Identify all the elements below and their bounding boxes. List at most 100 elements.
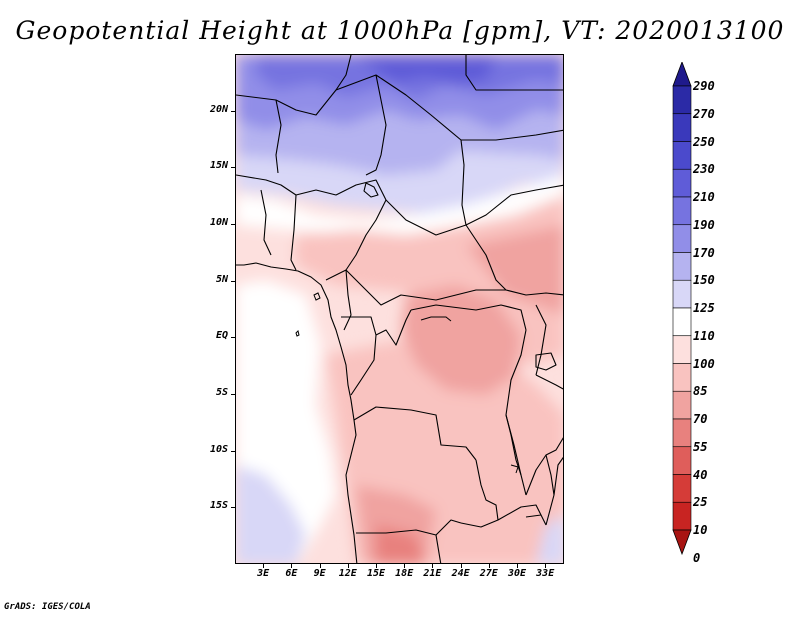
lon-tick-mark bbox=[432, 564, 434, 568]
lake-mweru bbox=[510, 464, 519, 474]
lon-tick-mark bbox=[488, 564, 490, 568]
colorbar-segment bbox=[672, 307, 692, 337]
field-band-230 bbox=[356, 55, 496, 85]
colorbar-segment bbox=[672, 113, 692, 142]
border-cameroon bbox=[325, 269, 352, 331]
sao-tome-island bbox=[295, 330, 300, 337]
lat-tick-label: 20N bbox=[209, 103, 228, 115]
colorbar-segment bbox=[672, 390, 692, 420]
lat-tick-mark bbox=[231, 394, 235, 395]
colorbar-segment bbox=[672, 252, 692, 281]
border-north-2 bbox=[275, 99, 282, 174]
lon-tick-label: 30E bbox=[507, 568, 527, 579]
colorbar-level-label: 55 bbox=[693, 439, 708, 454]
lon-tick-mark bbox=[319, 564, 321, 568]
border-sudan-south bbox=[505, 289, 563, 296]
colorbar-segment bbox=[672, 141, 692, 170]
field-band-70-east bbox=[466, 225, 563, 315]
border-angola-east bbox=[475, 459, 499, 521]
colorbar-segment bbox=[672, 335, 692, 364]
lon-tick-label: 6E bbox=[285, 568, 298, 579]
border-sahel-5 bbox=[465, 184, 563, 226]
lake-malawi bbox=[545, 454, 555, 496]
lon-tick-label: 3E bbox=[257, 568, 270, 579]
lake-victoria bbox=[535, 352, 557, 371]
lon-tick-mark bbox=[545, 564, 547, 568]
lat-tick-mark bbox=[231, 167, 235, 169]
lon-tick-mark bbox=[263, 564, 265, 568]
lat-tick-label: 5S bbox=[215, 387, 228, 398]
border-sahel-3 bbox=[290, 194, 297, 271]
bioko-island bbox=[313, 292, 321, 301]
colorbar-level-label: 40 bbox=[693, 467, 708, 482]
colorbar-level-label: 290 bbox=[693, 79, 715, 93]
field-band-70-center bbox=[401, 285, 521, 395]
lat-tick-mark bbox=[231, 450, 235, 452]
colorbar-top-triangle bbox=[672, 62, 692, 87]
border-zambia-south bbox=[460, 504, 547, 528]
colorbar-level-label: 230 bbox=[693, 162, 715, 177]
colorbar-level-label: 0 bbox=[693, 550, 701, 565]
colorbar-level-label: 150 bbox=[693, 273, 715, 288]
border-gabon-congo bbox=[341, 309, 412, 346]
lake-tanganyika bbox=[505, 414, 522, 476]
colorbar-level-label: 170 bbox=[693, 245, 715, 260]
colorbar-segment bbox=[672, 418, 692, 448]
border-north-3 bbox=[335, 74, 467, 226]
lat-tick-mark bbox=[231, 280, 235, 282]
colorbar-level-label: 85 bbox=[693, 384, 708, 399]
colorbar-level-label: 210 bbox=[693, 190, 715, 204]
lon-tick-mark bbox=[291, 564, 293, 568]
border-north-4 bbox=[461, 129, 563, 141]
border-north-6 bbox=[465, 55, 563, 91]
border-sahel-2 bbox=[260, 189, 272, 256]
colorbar-level-label: 100 bbox=[693, 356, 715, 371]
lon-tick-label: 33E bbox=[536, 568, 555, 579]
lat-tick-label: 5N bbox=[215, 273, 228, 285]
lat-tick-label: 10S bbox=[209, 443, 228, 455]
lake-mai-ndombe bbox=[420, 316, 452, 322]
geopotential-field bbox=[236, 55, 563, 563]
colorbar-segment bbox=[672, 168, 692, 198]
border-east-1 bbox=[535, 304, 547, 376]
border-sahel-1 bbox=[236, 174, 387, 271]
lon-tick-mark bbox=[460, 564, 462, 568]
lon-tick-label: 24E bbox=[451, 568, 470, 579]
credit-text: GrADS: IGES/COLA bbox=[4, 602, 91, 612]
lat-tick-mark bbox=[231, 110, 235, 112]
border-mozambique bbox=[545, 456, 563, 526]
lon-tick-label: 27E bbox=[479, 568, 498, 579]
colorbar-level-label: 250 bbox=[693, 134, 715, 149]
lat-tick-mark bbox=[231, 337, 235, 339]
lon-tick-label: 9E bbox=[313, 568, 326, 579]
colorbar bbox=[672, 62, 692, 556]
lon-tick-mark bbox=[347, 564, 349, 568]
lat-tick-mark bbox=[231, 224, 235, 225]
colorbar-level-label: 270 bbox=[693, 106, 715, 121]
border-north-5 bbox=[365, 74, 387, 176]
colorbar-segment bbox=[672, 501, 692, 531]
lake-chad bbox=[363, 182, 379, 198]
colorbar-level-label: 25 bbox=[693, 495, 708, 510]
border-congo bbox=[350, 334, 377, 396]
colorbar-level-label: 10 bbox=[693, 523, 708, 537]
colorbar-level-label: 70 bbox=[693, 412, 708, 426]
lat-tick-label: 10N bbox=[209, 217, 228, 228]
chart-title: Geopotential Height at 1000hPa [gpm], VT… bbox=[15, 16, 785, 45]
lat-tick-label: 15N bbox=[209, 160, 228, 172]
border-namibia bbox=[435, 534, 442, 563]
lon-tick-label: 12E bbox=[338, 568, 357, 579]
lon-tick-mark bbox=[517, 564, 518, 568]
lake-kariba bbox=[525, 514, 542, 518]
lon-tick-label: 21E bbox=[423, 568, 442, 579]
border-angola-south bbox=[356, 519, 462, 536]
colorbar-segment bbox=[672, 446, 692, 475]
border-angola-north bbox=[353, 406, 477, 461]
lat-tick-mark bbox=[231, 507, 235, 509]
field-band-55 bbox=[376, 525, 426, 563]
lon-tick-label: 18E bbox=[395, 568, 414, 579]
lon-tick-label: 15E bbox=[366, 568, 386, 579]
colorbar-segment bbox=[672, 279, 692, 309]
colorbar-segment bbox=[672, 196, 692, 226]
lon-tick-mark bbox=[376, 564, 377, 568]
